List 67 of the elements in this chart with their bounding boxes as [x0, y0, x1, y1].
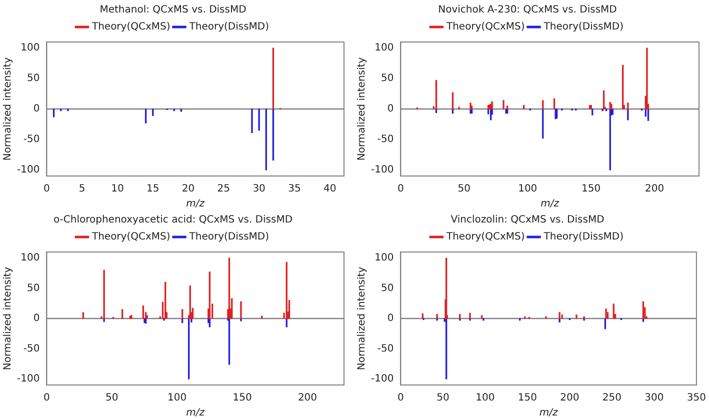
- legend-label: Theory(QCxMS): [445, 232, 525, 243]
- legend-label: Theory(DissMD): [542, 232, 624, 243]
- legend-label: Theory(QCxMS): [90, 232, 170, 243]
- x-tick-label: 15: [146, 184, 160, 195]
- y-tick-label: 0: [387, 313, 394, 324]
- x-tick-label: 100: [518, 184, 538, 195]
- y-tick-label: 50: [26, 73, 40, 84]
- y-tick-label: -50: [23, 134, 40, 146]
- y-tick-label: -50: [377, 134, 394, 146]
- x-tick-label: 150: [518, 392, 537, 404]
- y-tick-label: 100: [374, 252, 394, 264]
- chart-title: Novichok A-230: QCxMS vs. DissMD: [438, 4, 618, 16]
- x-tick-label: 50: [458, 184, 471, 195]
- y-tick-label: -50: [377, 343, 394, 354]
- x-tick-label: 200: [645, 184, 664, 195]
- x-tick-label: 0: [398, 392, 404, 404]
- x-tick-label: 300: [644, 392, 664, 404]
- x-tick-label: 0: [398, 184, 404, 195]
- x-tick-label: 350: [686, 392, 706, 404]
- x-tick-label: 150: [232, 392, 252, 404]
- x-tick-label: 200: [298, 392, 318, 404]
- y-tick-label: 50: [380, 282, 394, 294]
- x-tick-label: 0: [44, 392, 50, 404]
- y-tick-label: 50: [26, 282, 40, 294]
- legend-label: Theory(DissMD): [188, 232, 270, 243]
- y-tick-label: 100: [20, 252, 40, 264]
- y-axis-title: Normalized intensity: [2, 57, 14, 161]
- x-axis-title: m/z: [186, 198, 206, 210]
- y-tick-label: 0: [387, 104, 394, 115]
- y-tick-label: 50: [380, 73, 394, 84]
- y-axis-title: Normalized intensity: [356, 57, 368, 161]
- legend-label: Theory(QCxMS): [445, 22, 525, 33]
- x-tick-label: 50: [106, 392, 118, 404]
- x-axis-title: m/z: [539, 408, 559, 419]
- x-tick-label: 50: [436, 392, 450, 404]
- x-tick-label: 35: [288, 184, 301, 195]
- chart-title: o-Chlorophenoxyacetic acid: QCxMS vs. DissMD: [53, 214, 293, 226]
- x-tick-label: 200: [560, 392, 580, 404]
- x-tick-label: 25: [217, 184, 230, 195]
- x-tick-label: 30: [252, 184, 266, 195]
- y-tick-label: -100: [370, 164, 394, 176]
- legend-label: Theory(QCxMS): [90, 22, 170, 33]
- x-tick-label: 5: [78, 184, 86, 195]
- chart-title: Vinclozolin: QCxMS vs. DissMD: [450, 214, 605, 226]
- x-tick-label: 20: [182, 184, 195, 195]
- y-axis-title: Normalized intensity: [2, 266, 14, 370]
- y-tick-label: 100: [374, 42, 394, 54]
- legend-label: Theory(DissMD): [542, 22, 624, 33]
- x-tick-label: 100: [168, 392, 187, 404]
- x-axis-title: m/z: [186, 408, 206, 419]
- y-tick-label: 100: [20, 42, 40, 54]
- x-axis-title: m/z: [540, 198, 560, 210]
- x-tick-label: 250: [602, 392, 622, 404]
- x-tick-label: 40: [323, 184, 336, 195]
- y-tick-label: 0: [33, 104, 40, 115]
- y-tick-label: -100: [16, 374, 40, 385]
- chart-title: Methanol: QCxMS vs. DissMD: [100, 4, 247, 16]
- y-tick-label: -50: [23, 343, 40, 354]
- y-tick-label: -100: [370, 374, 394, 385]
- y-tick-label: 0: [33, 313, 40, 324]
- x-tick-label: 150: [582, 184, 601, 195]
- y-axis-title: Normalized intensity: [356, 266, 368, 370]
- x-tick-label: 100: [476, 392, 495, 404]
- x-tick-label: 0: [44, 184, 50, 195]
- legend-label: Theory(DissMD): [188, 22, 270, 33]
- y-tick-label: -100: [16, 164, 40, 176]
- x-tick-label: 10: [111, 184, 124, 195]
